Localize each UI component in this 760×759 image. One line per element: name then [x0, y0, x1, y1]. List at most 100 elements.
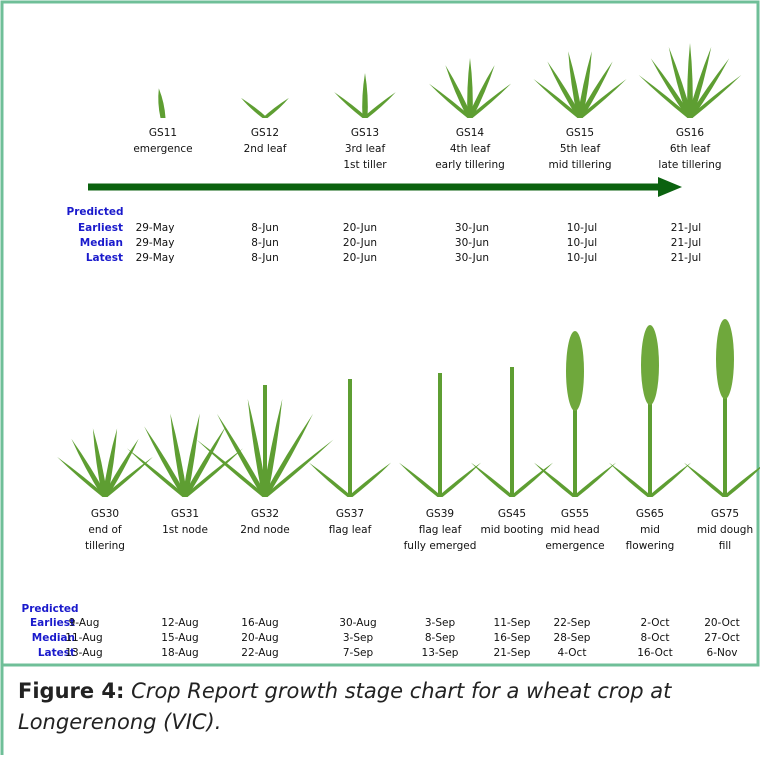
stage-code: GS11 — [149, 127, 177, 139]
stage-desc: 3rd leaf — [345, 143, 386, 155]
stage-date: 21-Jul — [671, 237, 701, 249]
stage-date: 29-May — [136, 222, 175, 234]
stage-date: 12-Aug — [161, 617, 198, 629]
row-label: Latest — [86, 252, 123, 264]
stage-desc: flowering — [626, 540, 675, 552]
stage-date: 27-Oct — [704, 632, 740, 644]
leaf — [723, 463, 760, 497]
stage-code: GS12 — [251, 127, 279, 139]
stage-desc: early tillering — [435, 159, 505, 171]
stage-date: 10-Jul — [567, 252, 597, 264]
leaf — [438, 463, 482, 497]
caption: Figure 4: Crop Report growth stage chart… — [18, 676, 748, 738]
stage-date: 9-Aug — [69, 617, 100, 629]
stage-desc: fully emerged — [404, 540, 477, 552]
stage-desc: emergence — [545, 540, 604, 552]
stage-date: 18-Aug — [161, 647, 198, 659]
stage-code: GS15 — [566, 127, 594, 139]
stage-desc: 2nd node — [240, 524, 290, 536]
stage-code: GS39 — [426, 508, 454, 520]
stage-date: 22-Sep — [554, 617, 591, 629]
stage-desc: tillering — [85, 540, 125, 552]
stage-date: 30-Jun — [455, 237, 489, 249]
stage-date: 8-Sep — [425, 632, 456, 644]
caption-label: Figure 4: — [18, 679, 124, 703]
stage-date: 20-Jun — [343, 222, 377, 234]
stage-date: 30-Jun — [455, 252, 489, 264]
stage-date: 10-Jul — [567, 222, 597, 234]
stage-date: 20-Oct — [704, 617, 740, 629]
stage-desc: flag leaf — [329, 524, 372, 536]
stage-date: 29-May — [136, 237, 175, 249]
stage-desc: 6th leaf — [670, 143, 711, 155]
stage-desc: mid — [640, 524, 660, 536]
leaf — [648, 463, 692, 497]
stage-date: 16-Oct — [637, 647, 673, 659]
stage-desc: end of — [88, 524, 122, 536]
stage-date: 3-Sep — [425, 617, 456, 629]
leaf — [471, 463, 515, 497]
leaf — [348, 463, 392, 497]
stage-date: 6-Nov — [707, 647, 738, 659]
stage-date: 29-May — [136, 252, 175, 264]
row-label: Earliest — [78, 222, 123, 234]
stage-date: 30-Jun — [455, 222, 489, 234]
leaf — [573, 463, 617, 497]
stage-code: GS13 — [351, 127, 379, 139]
stem — [348, 379, 352, 497]
stage-desc: mid head — [550, 524, 599, 536]
leaf — [510, 463, 554, 497]
stage-code: GS65 — [636, 508, 664, 520]
stage-date: 7-Sep — [343, 647, 374, 659]
row-label: Median — [80, 237, 123, 249]
arrow-head — [658, 177, 682, 197]
leaf — [688, 58, 730, 118]
stage-date: 8-Oct — [641, 632, 670, 644]
stage-desc: late tillering — [658, 159, 721, 171]
stage-desc: 1st node — [162, 524, 208, 536]
stage-date: 11-Aug — [65, 632, 102, 644]
stage-desc: emergence — [133, 143, 192, 155]
stage-date: 4-Oct — [558, 647, 587, 659]
stage-code: GS32 — [251, 508, 279, 520]
stage-code: GS75 — [711, 508, 739, 520]
stage-date: 20-Jun — [343, 252, 377, 264]
stage-date: 13-Aug — [65, 647, 102, 659]
stage-date: 30-Aug — [339, 617, 376, 629]
leaf — [309, 463, 353, 497]
leaf — [609, 463, 653, 497]
stage-desc: 4th leaf — [450, 143, 491, 155]
leaf — [468, 84, 512, 118]
stage-date: 3-Sep — [343, 632, 374, 644]
stage-date: 10-Jul — [567, 237, 597, 249]
stage-desc: 5th leaf — [560, 143, 601, 155]
head — [566, 331, 584, 411]
stage-desc: flag leaf — [419, 524, 462, 536]
leaf — [241, 98, 267, 118]
stage-date: 20-Jun — [343, 237, 377, 249]
head — [716, 319, 734, 399]
stage-date: 22-Aug — [241, 647, 278, 659]
stage-code: GS14 — [456, 127, 484, 139]
stage-date: 21-Sep — [494, 647, 531, 659]
stage-code: GS31 — [171, 508, 199, 520]
leaf — [362, 73, 368, 118]
leaf — [158, 88, 165, 118]
stage-code: GS16 — [676, 127, 704, 139]
stage-code: GS55 — [561, 508, 589, 520]
stage-date: 21-Jul — [671, 252, 701, 264]
stage-date: 8-Jun — [251, 252, 278, 264]
stage-code: GS30 — [91, 508, 119, 520]
stage-date: 2-Oct — [641, 617, 670, 629]
stage-desc: 1st tiller — [343, 159, 387, 171]
stage-desc: mid dough — [697, 524, 753, 536]
stage-desc: fill — [719, 540, 731, 552]
stage-date: 15-Aug — [161, 632, 198, 644]
stage-date: 8-Jun — [251, 222, 278, 234]
stem — [510, 367, 514, 497]
stem — [438, 373, 442, 497]
plants — [57, 43, 760, 497]
leaf — [534, 463, 578, 497]
